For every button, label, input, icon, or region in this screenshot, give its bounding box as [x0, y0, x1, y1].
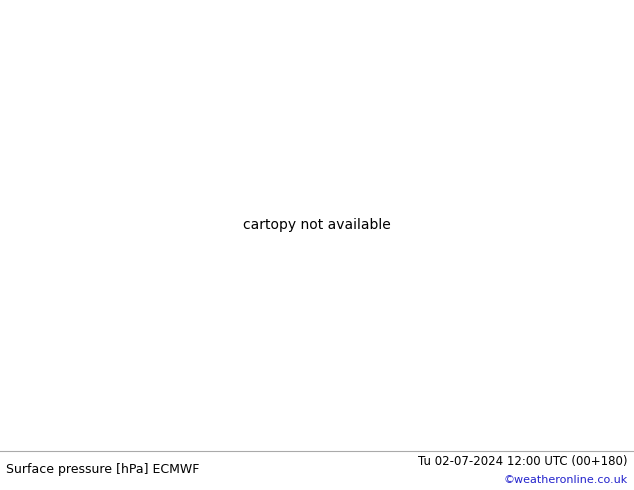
Text: ©weatheronline.co.uk: ©weatheronline.co.uk	[504, 475, 628, 485]
Text: Surface pressure [hPa] ECMWF: Surface pressure [hPa] ECMWF	[6, 463, 199, 476]
Text: Tu 02-07-2024 12:00 UTC (00+180): Tu 02-07-2024 12:00 UTC (00+180)	[418, 455, 628, 468]
Text: cartopy not available: cartopy not available	[243, 218, 391, 232]
